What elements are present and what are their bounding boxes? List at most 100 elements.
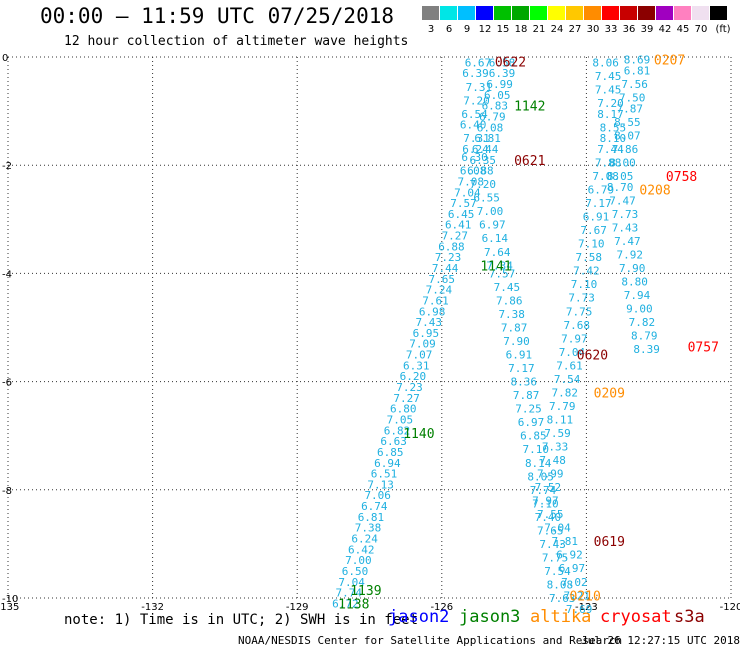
colorbar-label: 33 [604, 24, 618, 35]
wave-height-point: 7.58 [576, 251, 603, 264]
colorbar-label: 15 [496, 24, 510, 35]
satellite-legend-item: altika [530, 607, 592, 627]
wave-height-point: 7.05 [387, 413, 414, 426]
wave-height-point: 7.20 [597, 97, 624, 110]
grid-lines [7, 56, 732, 599]
wave-height-point: 7.10 [571, 278, 598, 291]
wave-height-point: 7.67 [580, 224, 607, 237]
colorbar-label: 27 [568, 24, 582, 35]
wave-height-point: 7.90 [503, 335, 530, 348]
wave-height-point: 6.81 [624, 65, 651, 78]
wave-height-point: 6.74 [361, 500, 388, 513]
wave-height-point: 8.05 [527, 470, 554, 483]
wave-height-point: 7.94 [624, 289, 651, 302]
wave-height-point: 8.55 [614, 116, 641, 129]
pass-label: 1141 [480, 259, 511, 274]
wave-height-point: 6.63 [380, 435, 407, 448]
wave-height-point: 6.94 [374, 457, 401, 470]
satellite-legend-item: jason2 [388, 607, 450, 627]
wave-height-point: 6.51 [371, 468, 398, 481]
wave-height-point: 8.55 [600, 121, 627, 134]
colorbar-swatch [494, 6, 511, 20]
y-tick-label: -6 [2, 378, 12, 389]
colorbar-label: 30 [586, 24, 600, 35]
colorbar-label: 6 [445, 24, 453, 35]
wave-height-point: 8.14 [525, 457, 552, 470]
colorbar-label: 36 [622, 24, 636, 35]
wave-height-point: 6.85 [520, 430, 547, 443]
wave-height-point: 6.79 [479, 111, 506, 124]
wave-height-point: 7.20 [470, 178, 497, 191]
wave-height-point: 7.10 [532, 497, 559, 510]
wave-height-point: 7.20 [463, 94, 490, 107]
wave-height-point: 6.40 [460, 119, 487, 132]
wave-height-point: 6.14 [482, 232, 509, 245]
y-tick-label: -4 [2, 269, 12, 280]
wave-height-point: 7.97 [532, 495, 559, 508]
colorbar-label: 3 [427, 24, 435, 35]
pass-label: 0757 [688, 340, 719, 355]
wave-height-point: 6.08 [477, 121, 504, 134]
wave-height-point: 7.21 [564, 589, 591, 602]
pass-label: 1140 [403, 427, 434, 442]
wave-height-point: 6.08 [460, 165, 487, 178]
wave-height-point: 7.74 [336, 587, 363, 600]
wave-height-point: 7.65 [537, 524, 564, 537]
wave-height-point: 7.61 [422, 294, 449, 307]
wave-height-point: 7.43 [416, 316, 443, 329]
wave-height-point: 7.97 [561, 332, 588, 345]
wave-height-point: 7.87 [513, 389, 540, 402]
wave-height-point: 7.45 [595, 83, 622, 96]
wave-height-point: 7.68 [564, 319, 591, 332]
wave-height-point: 7.40 [535, 511, 562, 524]
wave-height-point: 6.24 [462, 143, 489, 156]
wave-height-point: 7.79 [549, 400, 576, 413]
wave-height-point: 6.24 [351, 532, 378, 545]
x-tick-label: -120 [720, 602, 740, 613]
colorbar-swatch [476, 6, 493, 20]
wave-height-point: 7.02 [561, 576, 588, 589]
wave-height-point: 6.42 [348, 543, 375, 556]
wave-height-point: 6.72 [332, 597, 359, 610]
wave-height-point: 8.39 [633, 343, 660, 356]
chart-title: 00:00 – 11:59 UTC 07/25/2018 [40, 4, 395, 28]
credit-timestamp: Jul 26 12:27:15 UTC 2018 [581, 634, 740, 647]
colorbar-label: 39 [640, 24, 654, 35]
wave-height-point: 7.73 [612, 208, 639, 221]
wave-height-point: 7.90 [619, 262, 646, 275]
wave-height-point: 7.99 [537, 468, 564, 481]
wave-height-point: 6.05 [484, 89, 511, 102]
colorbar-swatch [440, 6, 457, 20]
wave-height-point: 7.04 [559, 346, 586, 359]
wave-height-point: 8.69 [624, 54, 651, 67]
wave-height-point: 7.87 [501, 322, 528, 335]
wave-height-point: 6.83 [482, 100, 509, 113]
wave-height-point: 8.36 [510, 376, 537, 389]
wave-height-point: 7.42 [573, 265, 600, 278]
colorbar-swatch [620, 6, 637, 20]
wave-height-point: 6.50 [342, 565, 369, 578]
satellite-legend-item: cryosat [600, 607, 672, 627]
wave-height-point: 7.00 [345, 554, 372, 567]
wave-height-point: 7.23 [435, 251, 462, 264]
wave-height-point: 7.61 [556, 359, 583, 372]
wave-height-point: 7.56 [621, 78, 648, 91]
wave-height-point: 7.13 [367, 478, 394, 491]
wave-height-point: 6.92 [556, 549, 583, 562]
wave-height-point: 6.95 [413, 327, 440, 340]
wave-height-point: 7.47 [609, 194, 636, 207]
wave-height-point: 7.07 [406, 349, 433, 362]
wave-height-point: 7.74 [530, 484, 557, 497]
wave-height-point: 6.58 [489, 56, 516, 69]
wave-height-point: 6.97 [559, 562, 586, 575]
wave-height-point: 8.70 [607, 181, 634, 194]
wave-height-point: 7.23 [396, 381, 423, 394]
wave-height-point: 7.43 [539, 538, 566, 551]
wave-height-point: 8.05 [607, 170, 634, 183]
wave-height-point: 7.82 [629, 316, 656, 329]
wave-height-point: 7.24 [426, 284, 453, 297]
wave-height-point: 7.63 [549, 592, 576, 605]
colorbar-label: 70 [694, 24, 708, 35]
wave-height-point: 7.82 [551, 386, 578, 399]
